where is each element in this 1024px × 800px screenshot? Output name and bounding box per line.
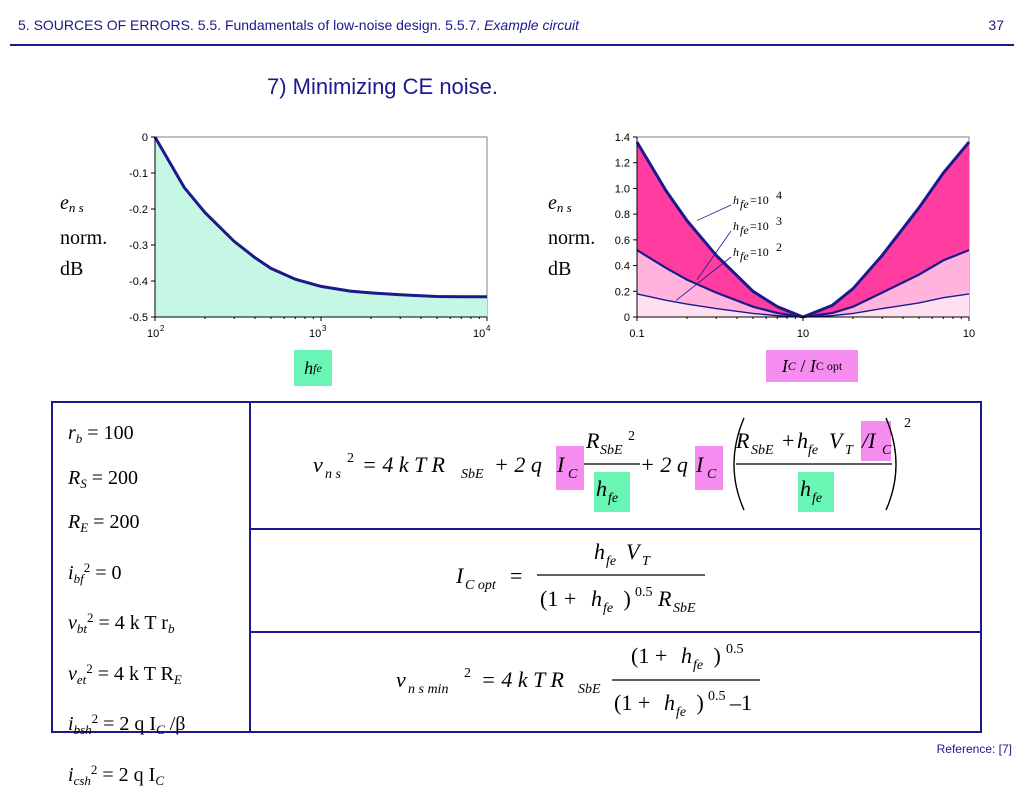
eq3-num-b: h bbox=[681, 643, 692, 668]
eq1-term1: = 4 k T R bbox=[362, 452, 445, 477]
eq2-den-b-sub: fe bbox=[603, 601, 613, 616]
eq1-ic-sub: C bbox=[568, 467, 578, 482]
eq2-equals: = bbox=[510, 563, 522, 588]
eq2-den-a: (1 + bbox=[540, 586, 582, 611]
eq1-frac2-num-a-sub: SbE bbox=[751, 443, 774, 458]
eq1-frac2-num-b-sub: fe bbox=[808, 443, 818, 458]
eq3-den-sup: 0.5 bbox=[708, 689, 726, 704]
eq3-lhs-sup: 2 bbox=[464, 666, 471, 681]
eq1-term2: + 2 q bbox=[494, 452, 542, 477]
eq1-frac1-num-sup: 2 bbox=[628, 429, 635, 444]
eq3-term1-sub: SbE bbox=[578, 682, 601, 697]
eq1-frac1-num: R bbox=[585, 428, 600, 453]
eq3-term1: = 4 k T R bbox=[481, 667, 564, 692]
eq3-num-b-sub: fe bbox=[693, 658, 703, 673]
eq2-num-b-sub: T bbox=[642, 554, 651, 569]
eq1-frac1-den: h bbox=[596, 476, 607, 501]
eq2-lhs: I bbox=[455, 563, 465, 588]
eq1-frac1-den-sub: fe bbox=[608, 491, 618, 506]
eq2-den-d: R bbox=[657, 586, 672, 611]
eq3-num-a: (1 + bbox=[631, 643, 673, 668]
eq2-num-a: h bbox=[594, 539, 605, 564]
eq2-lhs-sub: C opt bbox=[465, 578, 497, 593]
eq1-term1-sub: SbE bbox=[461, 467, 484, 482]
eq1-frac2-den-sub: fe bbox=[812, 491, 822, 506]
eq1-lhs-sub: n s bbox=[325, 467, 342, 482]
eq2-den-d-sub: SbE bbox=[673, 601, 696, 616]
eq1-frac2-num-d: /I bbox=[860, 428, 877, 453]
eq3-lhs-sub: n s min bbox=[408, 682, 448, 697]
eq1-frac2-den: h bbox=[800, 476, 811, 501]
eq3-num-sup: 0.5 bbox=[726, 642, 744, 657]
eq3-den-b-sub: fe bbox=[676, 705, 686, 720]
eq2-den-sup: 0.5 bbox=[635, 585, 653, 600]
eq1-frac2-plus: + bbox=[782, 428, 794, 453]
eq2-den-c: ) bbox=[618, 586, 631, 611]
eq3-den-b: h bbox=[664, 690, 675, 715]
equations: v n s 2 = 4 k T R SbE + 2 q I C R SbE 2 … bbox=[0, 0, 1024, 768]
eq1-outer-sup: 2 bbox=[904, 416, 911, 431]
eq1-lhs: v bbox=[313, 452, 323, 477]
eq1-frac2-num-c: V bbox=[829, 428, 845, 453]
eq1-frac1-num-sub: SbE bbox=[600, 443, 623, 458]
eq1-frac2-num-b: h bbox=[797, 428, 808, 453]
eq2-num-b: V bbox=[626, 539, 642, 564]
eq3-den-c: ) bbox=[691, 690, 704, 715]
eq1-frac2-num-c-sub: T bbox=[845, 443, 854, 458]
eq3-den-a: (1 + bbox=[614, 690, 656, 715]
eq3-den-d: –1 bbox=[729, 690, 752, 715]
eq1-lhs-sup: 2 bbox=[347, 451, 354, 466]
eq1-frac2-num-a: R bbox=[735, 428, 750, 453]
eq2-num-a-sub: fe bbox=[606, 554, 616, 569]
eq1-term3: + 2 q bbox=[640, 452, 688, 477]
eq1-ic-2-sub: C bbox=[707, 467, 717, 482]
eq2-den-b: h bbox=[591, 586, 602, 611]
reference-note: Reference: [7] bbox=[937, 742, 1012, 756]
eq3-num-c: ) bbox=[708, 643, 721, 668]
eq3-lhs: v bbox=[396, 667, 406, 692]
eq1-frac2-num-d-sub: C bbox=[882, 443, 892, 458]
